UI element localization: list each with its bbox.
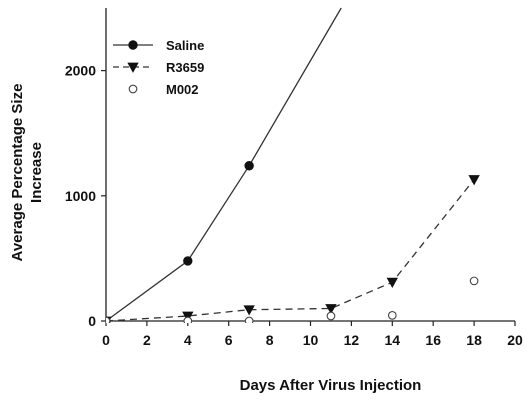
data-point-saline [244,161,254,171]
x-tick-label: 14 [385,332,401,348]
data-point-r3659 [243,305,255,316]
x-tick-label: 0 [102,332,110,348]
data-point-saline [183,256,193,266]
series-layer [106,7,480,323]
x-tick-label: 12 [344,332,360,348]
data-point-m002 [469,276,479,286]
y-axis-title: Average Percentage Size Increase [9,84,45,262]
data-point-m002 [387,311,397,320]
series-r3659 [106,175,480,323]
data-point-m002 [106,316,111,323]
series-m002 [106,276,479,323]
data-point-r3659 [386,277,398,289]
legend-entry-m002: M002 [128,82,199,97]
data-point-m002 [326,311,336,321]
y-tick-label: 0 [88,313,96,329]
legend-marker [128,84,138,94]
data-point-r3659 [325,304,337,315]
data-point-m002 [183,316,193,323]
series-saline [106,7,342,323]
y-axis-title-line: Average Percentage Size [9,84,26,262]
series-line-saline [106,7,342,322]
y-axis-title-line: Increase [28,142,45,203]
x-tick-label: 20 [507,332,523,348]
y-tick-label: 1000 [65,188,96,204]
legend-entry-saline: Saline [113,38,204,53]
x-tick-label: 16 [425,332,441,348]
x-tick-label: 6 [225,332,233,348]
legend-entry-r3659: R3659 [113,60,204,75]
x-tick-label: 8 [266,332,274,348]
series-line-r3659 [106,179,475,322]
y-tick-label: 2000 [65,63,96,79]
x-tick-label: 2 [143,332,151,348]
data-point-r3659 [182,311,194,322]
data-point-r3659 [468,175,480,186]
legend-marker [127,62,139,73]
legend-label: Saline [166,38,204,53]
legend: Saline R3659 M002 [113,38,204,97]
legend-marker [128,40,138,50]
legend-label: M002 [166,82,199,97]
x-axis-title: Days After Virus Injection [240,377,422,394]
legend-label: R3659 [166,60,204,75]
data-point-m002 [244,316,254,323]
axes: 0 2 4 6 8 10 12 14 16 18 20 0 1000 2000 [65,8,523,348]
x-tick-label: 18 [466,332,482,348]
axis-labels: Days After Virus Injection Average Percen… [9,84,421,394]
x-tick-label: 10 [303,332,319,348]
x-tick-label: 4 [184,332,192,348]
